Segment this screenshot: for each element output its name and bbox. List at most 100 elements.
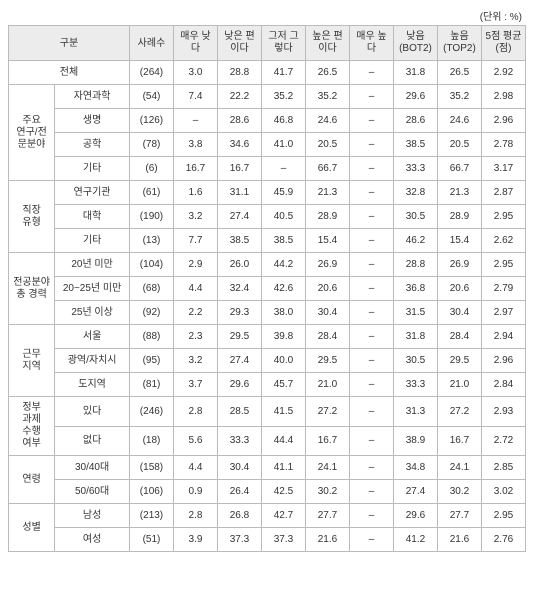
table-row: 여성(51)3.937.337.321.6–41.221.62.76 [9,528,526,552]
cell-value: – [349,397,393,427]
cell-value: (264) [129,61,173,85]
cell-value: 21.6 [437,528,481,552]
cell-value: 30.5 [393,349,437,373]
row-sub-label: 30/40대 [55,456,130,480]
cell-value: 30.2 [437,480,481,504]
cell-value: – [349,133,393,157]
cell-value: 3.8 [173,133,217,157]
row-group-label: 전공분야 총 경력 [9,253,55,325]
row-sub-label: 25년 이상 [55,301,130,325]
cell-value: 2.93 [481,397,525,427]
row-sub-label: 자연과학 [55,85,130,109]
cell-value: 45.9 [261,181,305,205]
cell-value: 33.3 [393,373,437,397]
cell-value: (78) [129,133,173,157]
cell-value: 42.5 [261,480,305,504]
cell-value: 30.2 [305,480,349,504]
row-sub-label: 있다 [55,397,130,427]
cell-value: (88) [129,325,173,349]
cell-value: 28.8 [393,253,437,277]
row-group-label: 정부 과제 수행 여부 [9,397,55,456]
cell-value: 37.3 [261,528,305,552]
cell-value: 22.2 [217,85,261,109]
cell-value: 31.3 [393,397,437,427]
cell-value: 3.2 [173,349,217,373]
cell-value: (68) [129,277,173,301]
cell-value: 41.2 [393,528,437,552]
cell-value: 2.97 [481,301,525,325]
cell-value: 21.6 [305,528,349,552]
cell-value: (81) [129,373,173,397]
cell-value: 2.96 [481,109,525,133]
cell-value: – [349,229,393,253]
header-very-high: 매우 높다 [349,26,393,61]
row-group-label: 전체 [9,61,130,85]
table-body: 전체(264)3.028.841.726.5–31.826.52.92주요 연구… [9,61,526,552]
cell-value: 3.17 [481,157,525,181]
cell-value: 31.8 [393,61,437,85]
row-sub-label: 생명 [55,109,130,133]
table-row: 도지역(81)3.729.645.721.0–33.321.02.84 [9,373,526,397]
cell-value: 28.6 [217,109,261,133]
cell-value: 41.0 [261,133,305,157]
row-group-label: 주요 연구/전 문분야 [9,85,55,181]
cell-value: 28.4 [305,325,349,349]
cell-value: (92) [129,301,173,325]
table-row: 주요 연구/전 문분야자연과학(54)7.422.235.235.2–29.63… [9,85,526,109]
table-row: 전공분야 총 경력20년 미만(104)2.926.044.226.9–28.8… [9,253,526,277]
cell-value: 2.95 [481,253,525,277]
cell-value: 26.9 [305,253,349,277]
cell-value: 2.95 [481,205,525,229]
table-row: 기타(13)7.738.538.515.4–46.215.42.62 [9,229,526,253]
cell-value: – [349,349,393,373]
cell-value: 2.92 [481,61,525,85]
cell-value: 35.2 [437,85,481,109]
data-table: 구분 사례수 매우 낮다 낮은 편이다 그저 그렇다 높은 편이다 매우 높다 … [8,25,526,552]
header-avg: 5점 평균(점) [481,26,525,61]
table-row: 성별남성(213)2.826.842.727.7–29.627.72.95 [9,504,526,528]
cell-value: 3.7 [173,373,217,397]
cell-value: – [349,426,393,456]
table-row: 전체(264)3.028.841.726.5–31.826.52.92 [9,61,526,85]
cell-value: 24.6 [305,109,349,133]
cell-value: 30.4 [437,301,481,325]
cell-value: 40.5 [261,205,305,229]
cell-value: 2.87 [481,181,525,205]
cell-value: 2.94 [481,325,525,349]
cell-value: (61) [129,181,173,205]
cell-value: 28.8 [217,61,261,85]
cell-value: 16.7 [217,157,261,181]
cell-value: 15.4 [305,229,349,253]
cell-value: 30.4 [305,301,349,325]
cell-value: – [349,109,393,133]
row-sub-label: 연구기관 [55,181,130,205]
cell-value: 26.8 [217,504,261,528]
table-row: 정부 과제 수행 여부있다(246)2.828.541.527.2–31.327… [9,397,526,427]
cell-value: (158) [129,456,173,480]
row-sub-label: 50/60대 [55,480,130,504]
cell-value: 21.3 [437,181,481,205]
table-row: 연령30/40대(158)4.430.441.124.1–34.824.12.8… [9,456,526,480]
header-high: 높은 편이다 [305,26,349,61]
cell-value: 66.7 [305,157,349,181]
cell-value: (95) [129,349,173,373]
cell-value: (18) [129,426,173,456]
row-sub-label: 도지역 [55,373,130,397]
cell-value: – [349,181,393,205]
cell-value: 4.4 [173,456,217,480]
cell-value: 26.4 [217,480,261,504]
cell-value: – [349,301,393,325]
row-sub-label: 20년 미만 [55,253,130,277]
cell-value: 24.1 [305,456,349,480]
table-row: 공학(78)3.834.641.020.5–38.520.52.78 [9,133,526,157]
cell-value: (54) [129,85,173,109]
header-top2: 높음 (TOP2) [437,26,481,61]
cell-value: 28.9 [305,205,349,229]
cell-value: – [173,109,217,133]
table-row: 근무 지역서울(88)2.329.539.828.4–31.828.42.94 [9,325,526,349]
cell-value: 2.62 [481,229,525,253]
row-group-label: 직장 유형 [9,181,55,253]
cell-value: 27.4 [217,205,261,229]
cell-value: 2.96 [481,349,525,373]
cell-value: 35.2 [305,85,349,109]
